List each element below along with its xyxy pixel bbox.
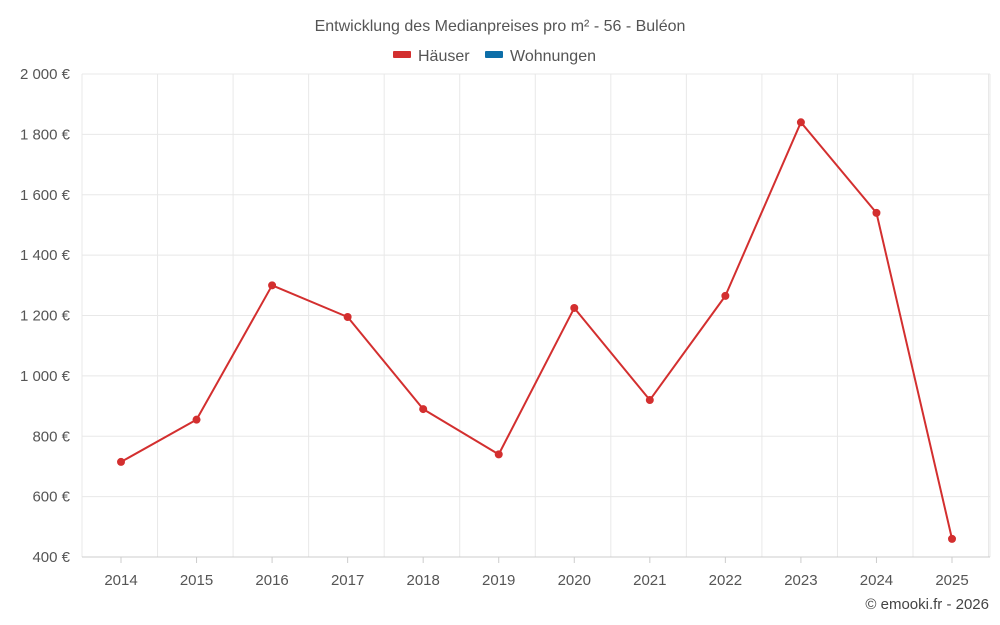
y-tick-label: 600 € <box>32 489 70 506</box>
y-tick-label: 1 200 € <box>20 308 71 325</box>
x-tick-label: 2015 <box>180 572 213 589</box>
data-point-2021[interactable] <box>645 396 654 405</box>
data-point-2017[interactable] <box>343 313 352 322</box>
legend-label-wohnungen: Wohnungen <box>510 48 596 65</box>
data-point-2024[interactable] <box>872 208 881 217</box>
data-point-2025[interactable] <box>948 534 956 543</box>
data-point-2020[interactable] <box>570 303 579 312</box>
legend-swatch-wohnungen <box>485 51 503 58</box>
data-point-2015[interactable] <box>192 415 201 424</box>
data-point-2022[interactable] <box>721 291 730 300</box>
x-axis-ticks: 2014 2015 2016 2017 2018 2019 2020 2021 2022 2023… <box>104 557 969 589</box>
x-tick-label: 2024 <box>860 572 893 589</box>
x-tick-label: 2022 <box>709 572 742 589</box>
x-tick-label: 2018 <box>406 572 439 589</box>
legend-item-wohnungen[interactable]: Wohnungen <box>485 48 596 65</box>
y-tick-label: 1 000 € <box>20 368 71 385</box>
y-tick-label: 400 € <box>32 549 70 566</box>
y-tick-label: 1 800 € <box>20 126 71 143</box>
x-tick-label: 2020 <box>558 572 591 589</box>
data-point-2014[interactable] <box>117 457 125 466</box>
credit: © emooki.fr - 2026 <box>865 596 989 613</box>
data-point-2019[interactable] <box>494 450 503 459</box>
x-tick-label: 2019 <box>482 572 515 589</box>
x-tick-label: 2014 <box>104 572 137 589</box>
legend-swatch-haeuser <box>393 51 411 58</box>
y-tick-label: 800 € <box>32 428 70 445</box>
chart-title: Entwicklung des Medianpreises pro m² - 5… <box>315 18 686 35</box>
series-haeuser <box>117 118 956 543</box>
y-tick-label: 2 000 € <box>20 66 71 83</box>
x-tick-label: 2021 <box>633 572 666 589</box>
data-point-2018[interactable] <box>419 405 428 414</box>
data-point-2016[interactable] <box>268 281 277 290</box>
legend-label-haeuser: Häuser <box>418 48 470 65</box>
legend-item-haeuser[interactable]: Häuser <box>393 48 470 65</box>
grid <box>81 73 991 557</box>
x-tick-label: 2016 <box>255 572 288 589</box>
y-tick-label: 1 600 € <box>20 187 71 204</box>
x-tick-label: 2025 <box>935 572 968 589</box>
series-line-haeuser <box>120 121 953 540</box>
y-axis-ticks: 2 000 € 1 800 € 1 600 € 1 400 € 1 200 € 1 000… <box>20 66 71 566</box>
x-tick-label: 2023 <box>784 572 817 589</box>
data-point-2023[interactable] <box>796 118 805 127</box>
y-tick-label: 1 400 € <box>20 247 71 264</box>
legend: Häuser Wohnungen <box>393 48 596 65</box>
x-tick-label: 2017 <box>331 572 364 589</box>
